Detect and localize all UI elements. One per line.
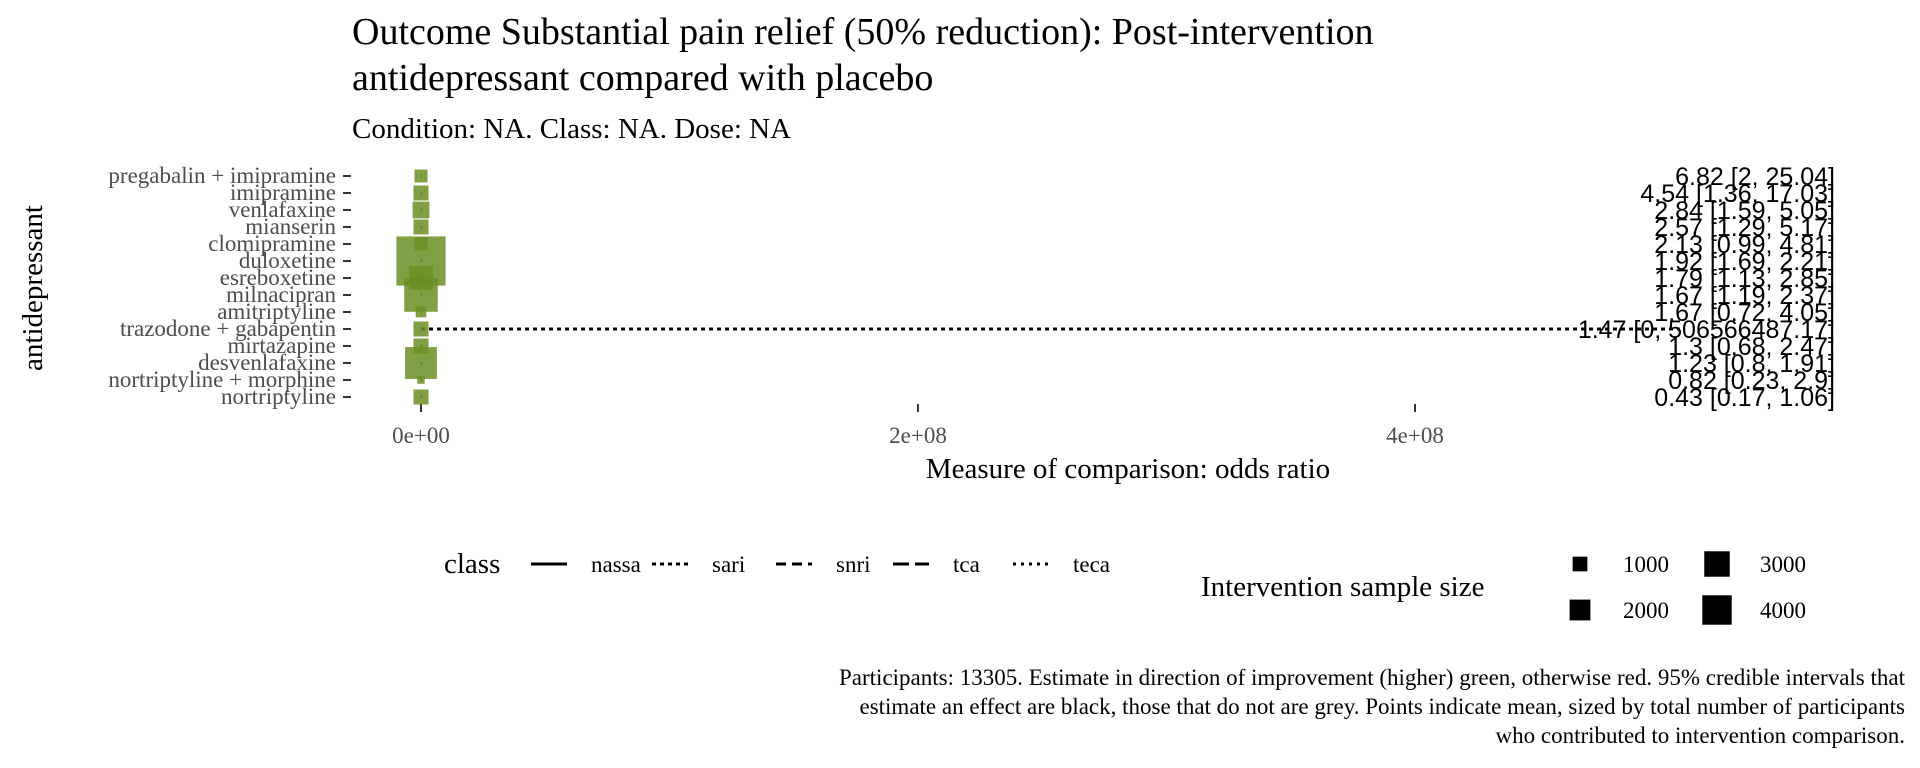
estimate-label: 2.13 [0.99, 4.81] — [1654, 231, 1835, 259]
y-tick-label: nortriptyline — [221, 384, 336, 409]
x-tick-label: 0e+00 — [392, 423, 450, 448]
estimate-label: 2.57 [1.29, 5.17] — [1654, 214, 1835, 242]
x-tick-label: 4e+08 — [1386, 423, 1444, 448]
estimate-label: 0.82 [0.23, 2.9] — [1668, 367, 1835, 395]
estimate-label: 1.92 [1.69, 2.21] — [1654, 248, 1835, 276]
y-tick-label: trazodone + gabapentin — [120, 316, 337, 341]
estimate-label: 1.23 [0.8, 1.91] — [1668, 350, 1835, 378]
legend-size-title: Intervention sample size — [1201, 571, 1484, 603]
legend-size-label: 3000 — [1760, 552, 1806, 577]
estimate-point — [413, 219, 429, 235]
estimate-label: 1.47 [0, 506566487.17] — [1578, 316, 1835, 344]
legend-class-label: teca — [1073, 552, 1110, 577]
caption-line: estimate an effect are black, those that… — [859, 694, 1905, 719]
y-tick-label: desvenlafaxine — [198, 350, 336, 375]
y-tick-label: esreboxetine — [220, 265, 336, 290]
estimate-label: 1.79 [1.13, 2.85] — [1654, 265, 1835, 293]
x-tick-label: 2e+08 — [889, 423, 947, 448]
estimate-point — [413, 321, 429, 337]
y-tick-label: pregabalin + imipramine — [108, 163, 336, 188]
y-tick-label: mirtazapine — [227, 333, 336, 358]
estimate-point — [405, 347, 437, 379]
legend-size: Intervention sample size 1000 3000 2000 400… — [1201, 551, 1806, 625]
caption-line: Participants: 13305. Estimate in directi… — [839, 665, 1906, 690]
legend-class-label: tca — [953, 552, 980, 577]
chart-title-line-2: antidepressant compared with placebo — [352, 57, 933, 99]
legend-size-key — [1704, 551, 1730, 577]
legend-size-label: 2000 — [1623, 598, 1669, 623]
estimate-labels: 6.82 [2, 25.04]4.54 [1.36, 17.03]2.84 [1… — [1578, 163, 1835, 412]
legend-class-title: class — [444, 548, 500, 580]
legend-size-label: 1000 — [1623, 552, 1669, 577]
y-tick-label: imipramine — [230, 180, 336, 205]
estimate-point — [414, 169, 428, 183]
estimate-label: 4.54 [1.36, 17.03] — [1640, 180, 1835, 208]
y-tick-label: duloxetine — [239, 248, 336, 273]
chart-subtitle: Condition: NA. Class: NA. Dose: NA — [352, 113, 791, 145]
y-tick-label: mianserin — [245, 214, 336, 239]
estimate-point — [415, 306, 427, 318]
estimate-points — [396, 169, 446, 405]
legend-class-label: sari — [712, 552, 745, 577]
legend-size-key — [1569, 599, 1591, 621]
y-tick-label: clomipramine — [208, 231, 336, 256]
credible-intervals — [421, 174, 1680, 399]
legend-size-key — [1572, 556, 1588, 572]
y-tick-label: nortriptyline + morphine — [108, 367, 336, 392]
legend-class-label: nassa — [591, 552, 641, 577]
x-axis: 0e+00 2e+08 4e+08 — [392, 404, 1444, 448]
estimate-point — [412, 201, 430, 219]
chart-title-line-1: Outcome Substantial pain relief (50% red… — [352, 11, 1374, 53]
legend-size-key — [1702, 595, 1732, 625]
estimate-point — [417, 376, 425, 384]
estimate-label: 2.84 [1.59, 5.05] — [1654, 197, 1835, 225]
chart-caption: Participants: 13305. Estimate in directi… — [839, 665, 1906, 748]
legend-class: class nassa sari snri tca teca — [444, 548, 1110, 580]
estimate-point — [404, 278, 438, 312]
estimate-label: 1.67 [0.72, 4.05] — [1654, 299, 1835, 327]
y-tick-label: venlafaxine — [229, 197, 336, 222]
estimate-label: 6.82 [2, 25.04] — [1675, 163, 1835, 191]
caption-line: who contributed to intervention comparis… — [1496, 723, 1905, 748]
y-tick-label: milnacipran — [226, 282, 336, 307]
estimate-label: 1.3 [0.68, 2.47] — [1668, 333, 1835, 361]
estimate-label: 0.43 [0.17, 1.06] — [1654, 384, 1835, 412]
legend-class-label: snri — [836, 552, 871, 577]
legend-size-label: 4000 — [1760, 598, 1806, 623]
x-axis-title: Measure of comparison: odds ratio — [926, 453, 1330, 485]
estimate-label: 1.67 [1.19, 2.37] — [1654, 282, 1835, 310]
estimate-point — [413, 185, 429, 201]
y-tick-label: amitriptyline — [217, 299, 336, 324]
y-axis: pregabalin + imipramineimipraminevenlafa… — [108, 163, 351, 409]
y-axis-title: antidepressant — [17, 205, 49, 371]
estimate-point — [413, 389, 429, 405]
